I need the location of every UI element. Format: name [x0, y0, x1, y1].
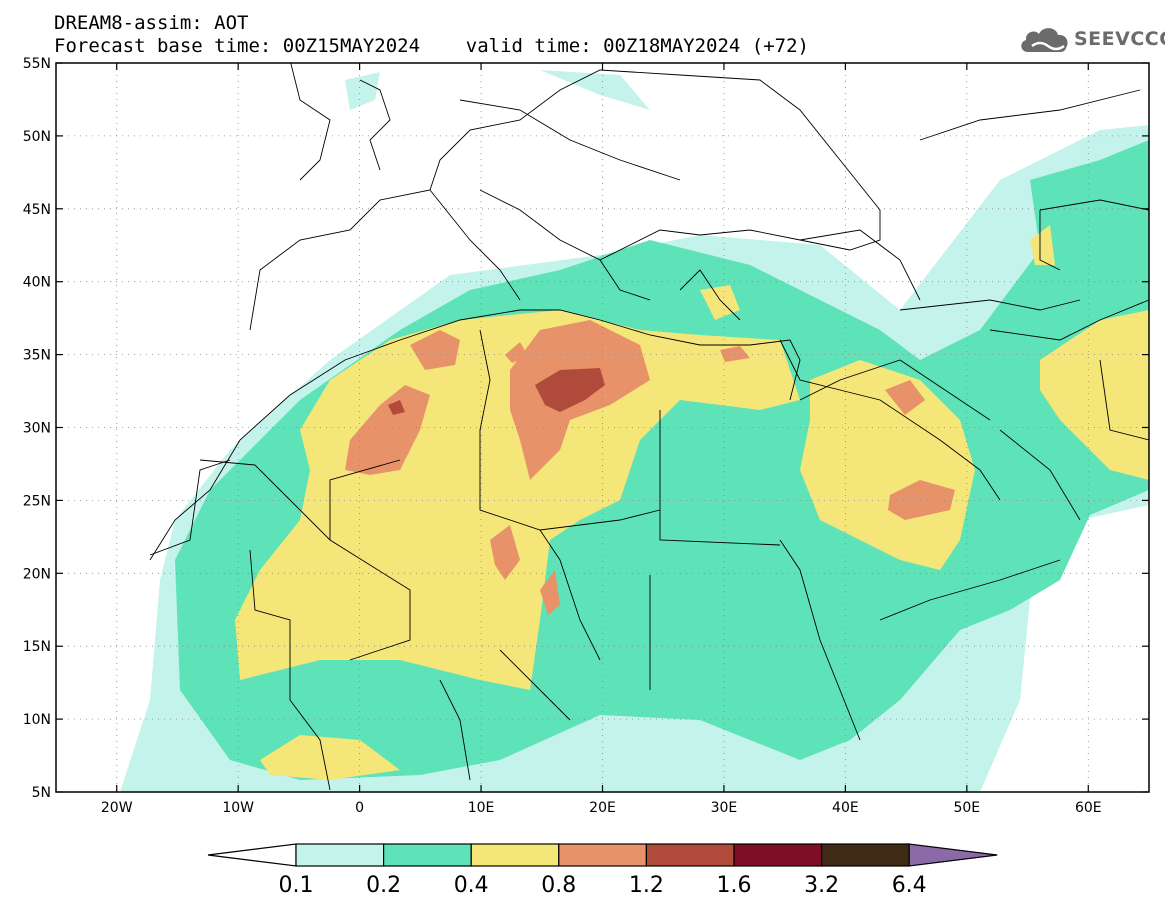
europe-outline — [249, 63, 1141, 331]
colorbar-labels: 0.1 0.2 0.4 0.8 1.2 1.6 3.2 6.4 — [279, 873, 927, 898]
lon-label: 10W — [222, 800, 254, 816]
lat-label: 30N — [23, 421, 51, 437]
lon-label: 20W — [101, 800, 133, 816]
colorbar-segment — [820, 843, 910, 867]
lon-label: 20E — [589, 800, 616, 816]
colorbar-label: 1.2 — [629, 873, 664, 898]
graticule — [56, 63, 1149, 792]
latitude-labels: 55N 50N 45N 40N 35N 30N 25N 20N 15N 10N 5N — [23, 56, 51, 801]
colorbar-under-arrow — [207, 843, 297, 867]
colorbar-segment — [733, 843, 823, 867]
logo-text: SEEVCCC — [1074, 28, 1165, 50]
cloud-icon — [1021, 28, 1068, 52]
lat-label: 20N — [23, 566, 51, 582]
lat-label: 10N — [23, 712, 51, 728]
colorbar-label: 0.8 — [541, 873, 576, 898]
colorbar-segment — [295, 843, 385, 867]
colorbar-segment — [470, 843, 560, 867]
colorbar-label: 6.4 — [892, 873, 927, 898]
axis-ticks — [56, 62, 1149, 793]
aot-band-0.4 — [235, 225, 1149, 780]
colorbar-segment — [645, 843, 735, 867]
lon-label: 50E — [953, 800, 980, 816]
lon-label: 10E — [468, 800, 495, 816]
lat-label: 45N — [23, 202, 51, 218]
lat-label: 5N — [32, 785, 51, 801]
seevccc-logo: SEEVCCC — [1018, 22, 1165, 58]
colorbar — [207, 843, 998, 867]
lat-label: 55N — [23, 56, 51, 72]
colorbar-label: 3.2 — [804, 873, 839, 898]
longitude-labels: 20W 10W 0 10E 20E 30E 40E 50E 60E — [101, 800, 1102, 816]
lon-label: 40E — [832, 800, 859, 816]
lat-label: 35N — [23, 348, 51, 364]
map-title: DREAM8-assim: AOT — [54, 12, 249, 34]
colorbar-segment — [383, 843, 472, 867]
colorbar-label: 0.2 — [366, 873, 401, 898]
map-subtitle-times: Forecast base time: 00Z15MAY2024 valid t… — [54, 35, 809, 57]
lat-label: 50N — [23, 129, 51, 145]
lon-label: 30E — [711, 800, 738, 816]
colorbar-label: 0.1 — [279, 873, 314, 898]
colorbar-over-arrow — [908, 843, 998, 867]
lon-label: 60E — [1075, 800, 1102, 816]
lat-label: 40N — [23, 275, 51, 291]
colorbar-segment — [558, 843, 647, 867]
lat-label: 15N — [23, 639, 51, 655]
aot-band-1.2 — [388, 368, 605, 415]
lat-label: 25N — [23, 493, 51, 509]
country-borders — [149, 199, 1149, 791]
aot-fields — [120, 70, 1149, 792]
colorbar-label: 1.6 — [717, 873, 752, 898]
lon-label: 0 — [355, 800, 364, 816]
colorbar-label: 0.4 — [454, 873, 489, 898]
